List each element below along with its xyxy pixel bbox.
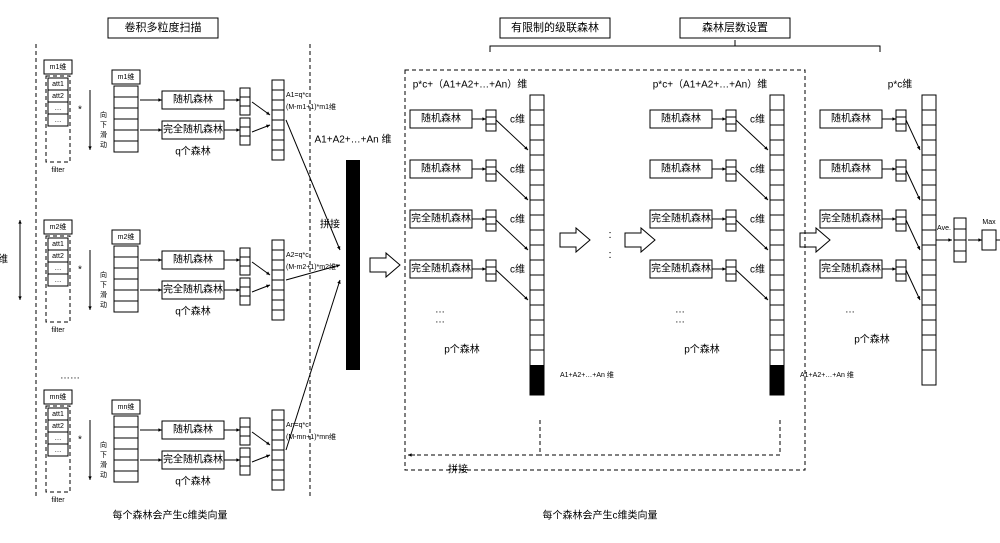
svg-text:…: … [675,315,685,326]
svg-text:完全随机森林: 完全随机森林 [411,212,471,225]
svg-text:att2: att2 [52,423,64,430]
svg-text:…: … [435,315,445,326]
svg-text::: : [608,229,611,241]
svg-text:完全随机森林: 完全随机森林 [411,262,471,275]
svg-text:A1+A2+…+An 维: A1+A2+…+An 维 [800,370,854,379]
svg-text:随机森林: 随机森林 [173,93,213,106]
svg-text:c维: c维 [750,213,765,226]
svg-text:动: 动 [100,300,107,309]
svg-text:c维: c维 [510,263,525,276]
svg-text:(M-m2+1)*m2维: (M-m2+1)*m2维 [286,262,336,271]
svg-text:随机森林: 随机森林 [831,112,871,125]
svg-text:c维: c维 [510,213,525,226]
svg-text:*: * [78,265,82,276]
svg-text:完全随机森林: 完全随机森林 [651,262,711,275]
svg-text:完全随机森林: 完全随机森林 [163,283,223,296]
svg-text:An=q*c: An=q*c [286,422,309,429]
svg-text:A1+A2+…+An 维: A1+A2+…+An 维 [560,370,614,379]
svg-text:filter: filter [51,167,65,174]
svg-text:A1+A2+…+An 维: A1+A2+…+An 维 [315,133,392,146]
svg-text:c维: c维 [510,163,525,176]
svg-text:…: … [55,265,62,272]
svg-text:随机森林: 随机森林 [661,162,701,175]
svg-text:动: 动 [100,470,107,479]
svg-text:m1维: m1维 [50,62,67,71]
svg-text:随机森林: 随机森林 [173,423,213,436]
svg-text:随机森林: 随机森林 [831,162,871,175]
svg-text:完全随机森林: 完全随机森林 [163,453,223,466]
svg-text:向: 向 [100,110,107,119]
svg-text:mn维: mn维 [50,392,67,401]
svg-text:Max: Max [982,219,996,226]
svg-text:随机森林: 随机森林 [661,112,701,125]
svg-text:mn维: mn维 [118,402,135,411]
svg-text:随机森林: 随机森林 [421,162,461,175]
svg-text:完全随机森林: 完全随机森林 [163,123,223,136]
svg-text:随机森林: 随机森林 [173,253,213,266]
svg-text:m1维: m1维 [118,72,135,81]
svg-text:森林层数设置: 森林层数设置 [702,20,768,34]
svg-text:卷积多粒度扫描: 卷积多粒度扫描 [125,20,202,34]
svg-text:c维: c维 [750,263,765,276]
svg-text:p*c维: p*c维 [888,78,912,91]
svg-text:滑: 滑 [100,130,107,139]
svg-text:…: … [845,305,855,316]
svg-text:p个森林: p个森林 [854,333,890,346]
svg-text:拼接: 拼接 [320,218,340,231]
svg-text:下: 下 [100,121,107,129]
svg-text:…: … [55,105,62,112]
svg-text:c维: c维 [750,163,765,176]
svg-text:att2: att2 [52,93,64,100]
svg-text:*: * [78,435,82,446]
svg-text:有限制的级联森林: 有限制的级联森林 [511,20,599,34]
svg-text:*: * [78,105,82,116]
svg-text:下: 下 [100,451,107,459]
svg-text:m2维: m2维 [118,232,135,241]
svg-text:…: … [55,447,62,454]
svg-text:向: 向 [100,270,107,279]
svg-text:A2=q*c: A2=q*c [286,252,309,259]
svg-text:filter: filter [51,327,65,334]
svg-text:(M-mn+1)*mn维: (M-mn+1)*mn维 [286,432,336,441]
svg-text:完全随机森林: 完全随机森林 [821,212,881,225]
svg-text:q个森林: q个森林 [175,305,211,318]
svg-text:q个森林: q个森林 [175,475,211,488]
svg-text:滑: 滑 [100,460,107,469]
svg-text:p个森林: p个森林 [444,343,480,356]
svg-text:att1: att1 [52,81,64,88]
svg-text:c维: c维 [510,113,525,126]
svg-text:att2: att2 [52,253,64,260]
svg-text:m2维: m2维 [50,222,67,231]
svg-text:完全随机森林: 完全随机森林 [821,262,881,275]
svg-text:att1: att1 [52,411,64,418]
svg-text:…: … [55,435,62,442]
svg-text:每个森林会产生c维类向量: 每个森林会产生c维类向量 [113,509,228,522]
svg-text:下: 下 [100,281,107,289]
svg-text:…: … [55,277,62,284]
svg-text:p*c+（A1+A2+…+An）维: p*c+（A1+A2+…+An）维 [653,78,768,91]
svg-text:完全随机森林: 完全随机森林 [651,212,711,225]
svg-text:filter: filter [51,497,65,504]
svg-text:每个森林会产生c维类向量: 每个森林会产生c维类向量 [543,509,658,522]
svg-text:q个森林: q个森林 [175,145,211,158]
svg-text:随机森林: 随机森林 [421,112,461,125]
svg-text::: : [608,249,611,261]
svg-text:滑: 滑 [100,290,107,299]
svg-text:A1=q*c: A1=q*c [286,92,309,99]
svg-text:c维: c维 [750,113,765,126]
svg-text:Ave.: Ave. [937,225,951,232]
svg-text:向: 向 [100,440,107,449]
svg-text:…: … [55,117,62,124]
svg-text:拼接: 拼接 [448,463,468,476]
svg-text:(M-m1+1)*m1维: (M-m1+1)*m1维 [286,102,336,111]
svg-text:M维: M维 [0,253,8,266]
svg-text:……: …… [60,371,80,382]
svg-text:p个森林: p个森林 [684,343,720,356]
svg-text:att1: att1 [52,241,64,248]
svg-text:动: 动 [100,140,107,149]
svg-text:p*c+（A1+A2+…+An）维: p*c+（A1+A2+…+An）维 [413,78,528,91]
